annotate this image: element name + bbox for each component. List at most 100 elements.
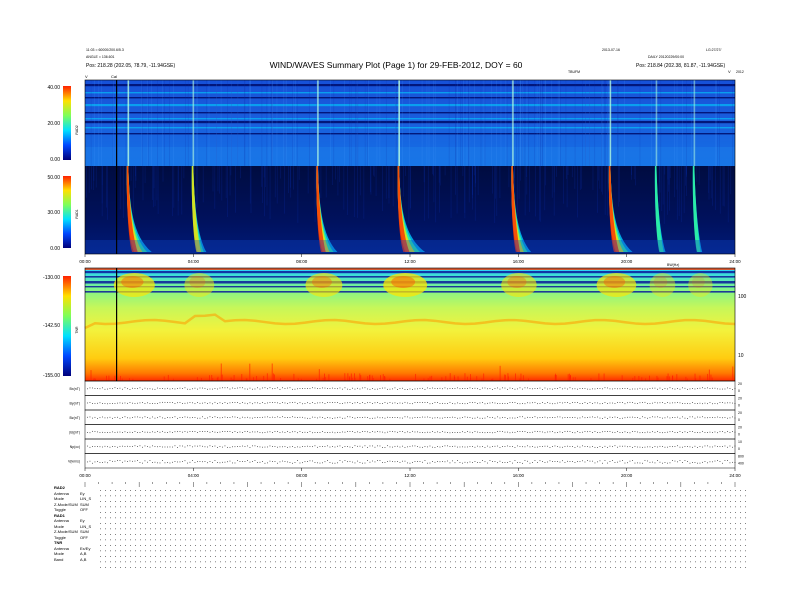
time-tick-label: 12:00 bbox=[404, 473, 416, 478]
rad2-burst bbox=[398, 80, 400, 166]
line-panel-label: Bz(nT) bbox=[70, 416, 81, 420]
rad2-streak bbox=[520, 80, 522, 166]
mode-dot bbox=[535, 550, 536, 552]
mode-dot bbox=[265, 512, 266, 513]
line-panel-point bbox=[257, 462, 258, 463]
rad1-streak bbox=[444, 166, 446, 176]
mode-dot bbox=[510, 506, 511, 508]
mode-dot bbox=[395, 534, 396, 535]
mode-dot bbox=[530, 561, 531, 563]
line-panel-point bbox=[97, 402, 98, 404]
line-panel-point bbox=[364, 387, 366, 389]
line-panel-point bbox=[522, 403, 523, 404]
mode-dot bbox=[155, 534, 156, 535]
line-panel-point bbox=[209, 445, 211, 447]
mode-dot bbox=[355, 495, 356, 497]
line-panel-frame bbox=[84, 395, 736, 411]
mode-dot bbox=[615, 561, 616, 563]
line-panel-point bbox=[409, 417, 411, 419]
tnr-spike bbox=[92, 378, 94, 381]
mode-dot bbox=[400, 517, 401, 519]
mode-dot bbox=[260, 490, 261, 491]
line-panel-point bbox=[597, 388, 598, 389]
mode-dot bbox=[740, 517, 741, 519]
mode-dot bbox=[235, 528, 236, 530]
mode-dot bbox=[375, 550, 376, 552]
line-panel-point bbox=[559, 387, 561, 389]
mode-dot bbox=[450, 506, 451, 508]
line-panel-point bbox=[357, 387, 358, 389]
mode-dot bbox=[520, 528, 521, 530]
mode-dot bbox=[500, 512, 501, 513]
mode-dot bbox=[275, 539, 276, 541]
rad2-streak bbox=[157, 80, 158, 166]
rad2-streak bbox=[395, 80, 397, 166]
mode-value: Ex/Ey bbox=[80, 545, 91, 551]
mode-dot bbox=[150, 490, 151, 491]
line-panel-point bbox=[347, 388, 348, 390]
mode-dot bbox=[215, 517, 216, 519]
mode-dot bbox=[600, 561, 601, 563]
line-panel-point bbox=[382, 462, 383, 463]
line-panel-point bbox=[557, 446, 558, 447]
mode-dot bbox=[150, 517, 151, 519]
mode-dot bbox=[435, 534, 436, 535]
mode-dot bbox=[625, 495, 626, 497]
mode-dot bbox=[595, 550, 596, 552]
mode-dot bbox=[730, 561, 731, 563]
mode-dot bbox=[705, 561, 706, 563]
line-panel-point bbox=[709, 461, 711, 463]
mode-dot bbox=[510, 501, 511, 502]
mode-dot bbox=[595, 561, 596, 563]
line-panel-point bbox=[579, 403, 581, 404]
mode-dot bbox=[565, 501, 566, 502]
mode-dot bbox=[100, 517, 101, 519]
mode-dot bbox=[100, 561, 101, 563]
line-panel-point bbox=[284, 417, 286, 418]
mode-dot bbox=[340, 506, 341, 508]
mode-dot bbox=[325, 534, 326, 535]
line-panel-point bbox=[177, 461, 178, 463]
tnr-spike bbox=[445, 376, 447, 381]
tnr-spike bbox=[108, 375, 110, 381]
mode-dot bbox=[330, 490, 331, 491]
mode-dot bbox=[495, 528, 496, 530]
rad1-streak bbox=[659, 166, 660, 207]
mode-dot bbox=[620, 512, 621, 513]
line-panel-point bbox=[687, 418, 688, 419]
rad2-streak bbox=[276, 80, 278, 166]
mode-dot bbox=[630, 490, 631, 491]
line-panel-point bbox=[717, 446, 718, 447]
line-panel-point bbox=[412, 430, 413, 432]
rad1-streak bbox=[106, 166, 107, 208]
mode-dot bbox=[450, 512, 451, 513]
line-panel-point bbox=[129, 389, 131, 390]
line-panel-point bbox=[409, 432, 411, 433]
line-panel-point bbox=[149, 388, 151, 390]
line-panel-point bbox=[444, 461, 446, 463]
mode-dot bbox=[395, 567, 396, 568]
mode-dot bbox=[500, 528, 501, 530]
mode-dot bbox=[510, 528, 511, 530]
rad1-streak bbox=[633, 166, 635, 180]
rad1-streak bbox=[553, 166, 555, 216]
rad1-streak bbox=[325, 166, 327, 198]
line-panel-point bbox=[429, 462, 431, 464]
line-panel-point bbox=[347, 431, 348, 432]
mode-dot bbox=[245, 501, 246, 502]
mode-dot bbox=[660, 561, 661, 563]
mode-dot bbox=[645, 495, 646, 497]
mode-dot bbox=[360, 506, 361, 508]
mode-dot bbox=[190, 495, 191, 497]
mode-dot bbox=[265, 528, 266, 530]
line-panel-point bbox=[484, 461, 486, 463]
mode-dot bbox=[505, 506, 506, 508]
line-panel-point bbox=[267, 402, 268, 404]
mode-dot bbox=[155, 501, 156, 502]
line-panel-point bbox=[482, 460, 483, 461]
mode-dot bbox=[205, 545, 206, 546]
mode-dot bbox=[195, 495, 196, 497]
mode-dot bbox=[320, 495, 321, 497]
rad2-streak bbox=[231, 80, 232, 166]
cal-line bbox=[116, 80, 118, 254]
